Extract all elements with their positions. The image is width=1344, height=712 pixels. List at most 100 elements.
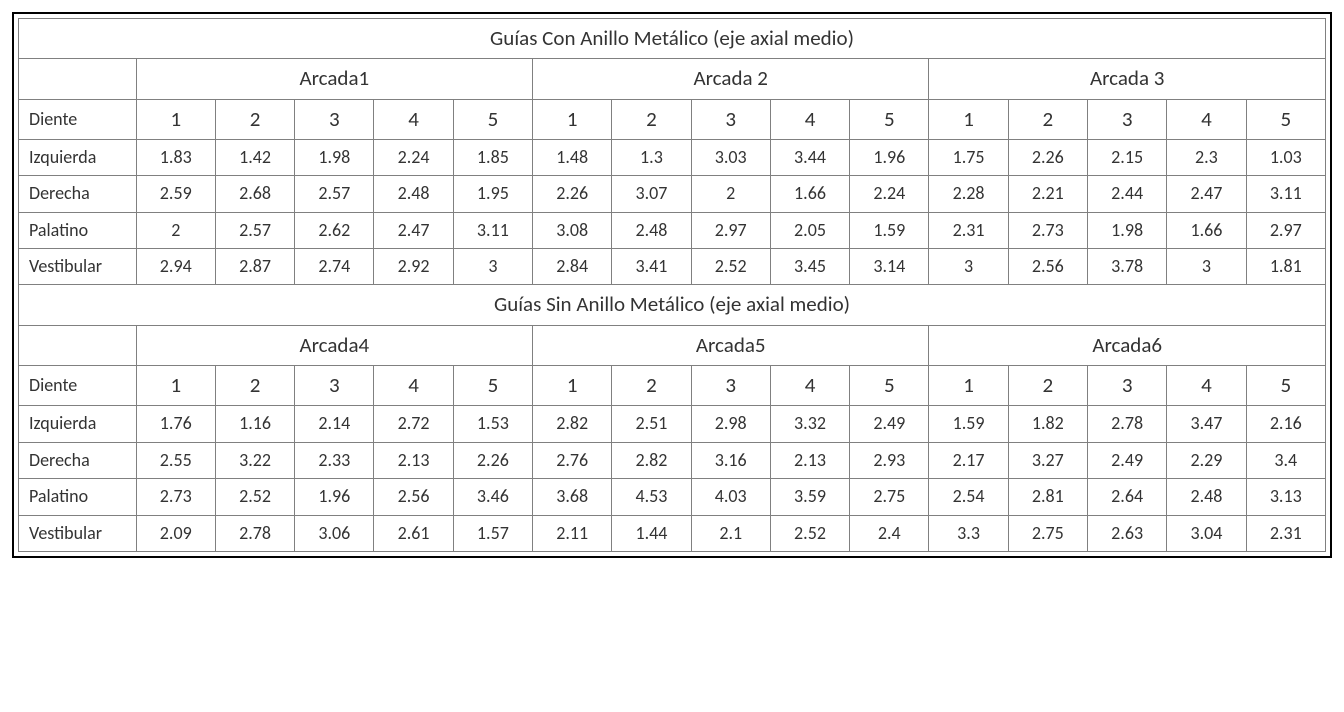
row-label: Derecha [19, 176, 137, 212]
column-number: 1 [533, 99, 612, 139]
row-header-label: Diente [19, 99, 137, 139]
column-number: 2 [1008, 99, 1087, 139]
data-cell: 2.26 [1008, 139, 1087, 175]
data-cell: 2.87 [215, 249, 294, 285]
data-cell: 2.24 [374, 139, 453, 175]
group-header: Arcada5 [533, 325, 929, 365]
data-cell: 2.63 [1088, 515, 1167, 551]
data-cell: 2.49 [1088, 442, 1167, 478]
data-cell: 2.75 [1008, 515, 1087, 551]
data-cell: 2.64 [1088, 479, 1167, 515]
column-number: 4 [770, 366, 849, 406]
column-number: 5 [453, 99, 532, 139]
data-cell: 3.32 [770, 406, 849, 442]
data-cell: 2.68 [215, 176, 294, 212]
data-cell: 2.73 [1008, 212, 1087, 248]
data-cell: 1.42 [215, 139, 294, 175]
data-cell: 3 [453, 249, 532, 285]
data-cell: 2.47 [374, 212, 453, 248]
data-cell: 3.14 [850, 249, 929, 285]
column-number: 4 [1167, 99, 1246, 139]
table-row: Derecha2.553.222.332.132.262.762.823.162… [19, 442, 1326, 478]
empty-cell [19, 59, 137, 99]
data-cell: 3.13 [1246, 479, 1325, 515]
data-cell: 1.81 [1246, 249, 1325, 285]
data-cell: 2.4 [850, 515, 929, 551]
data-cell: 2.52 [215, 479, 294, 515]
data-cell: 2.29 [1167, 442, 1246, 478]
data-cell: 2.54 [929, 479, 1008, 515]
data-cell: 3.06 [295, 515, 374, 551]
data-cell: 2.3 [1167, 139, 1246, 175]
data-cell: 3.46 [453, 479, 532, 515]
data-cell: 2.81 [1008, 479, 1087, 515]
data-cell: 2.47 [1167, 176, 1246, 212]
data-cell: 1.48 [533, 139, 612, 175]
column-number: 2 [612, 366, 691, 406]
data-cell: 2.17 [929, 442, 1008, 478]
data-cell: 2.31 [1246, 515, 1325, 551]
column-number: 2 [1008, 366, 1087, 406]
table-row: Palatino2.732.521.962.563.463.684.534.03… [19, 479, 1326, 515]
data-cell: 4.03 [691, 479, 770, 515]
data-cell: 1.98 [295, 139, 374, 175]
empty-cell [19, 325, 137, 365]
data-cell: 2.33 [295, 442, 374, 478]
column-number: 2 [215, 366, 294, 406]
column-number: 3 [1088, 99, 1167, 139]
section-title: Guías Con Anillo Metálico (eje axial med… [19, 19, 1326, 59]
column-number: 5 [850, 366, 929, 406]
data-cell: 2.16 [1246, 406, 1325, 442]
data-cell: 2.98 [691, 406, 770, 442]
data-cell: 2.13 [374, 442, 453, 478]
data-cell: 2.51 [612, 406, 691, 442]
data-cell: 2.56 [1008, 249, 1087, 285]
data-cell: 3.04 [1167, 515, 1246, 551]
table-container: Guías Con Anillo Metálico (eje axial med… [12, 12, 1332, 558]
data-cell: 3.03 [691, 139, 770, 175]
table-row: Derecha2.592.682.572.481.952.263.0721.66… [19, 176, 1326, 212]
table-row: Izquierda1.761.162.142.721.532.822.512.9… [19, 406, 1326, 442]
data-cell: 2.11 [533, 515, 612, 551]
data-cell: 2.57 [215, 212, 294, 248]
data-cell: 2.76 [533, 442, 612, 478]
data-cell: 1.96 [295, 479, 374, 515]
data-cell: 3.07 [612, 176, 691, 212]
data-cell: 2.82 [612, 442, 691, 478]
data-cell: 2.48 [612, 212, 691, 248]
data-cell: 1.16 [215, 406, 294, 442]
data-cell: 2.97 [1246, 212, 1325, 248]
column-number: 5 [850, 99, 929, 139]
data-cell: 2.1 [691, 515, 770, 551]
row-label: Izquierda [19, 406, 137, 442]
column-number: 4 [1167, 366, 1246, 406]
num-header-row: Diente123451234512345 [19, 366, 1326, 406]
data-cell: 1.59 [850, 212, 929, 248]
data-cell: 3.4 [1246, 442, 1325, 478]
data-cell: 2.93 [850, 442, 929, 478]
data-cell: 2.92 [374, 249, 453, 285]
data-cell: 1.83 [136, 139, 215, 175]
data-cell: 2.78 [1088, 406, 1167, 442]
data-cell: 2.48 [1167, 479, 1246, 515]
data-cell: 3.22 [215, 442, 294, 478]
data-cell: 2.78 [215, 515, 294, 551]
data-cell: 2.28 [929, 176, 1008, 212]
data-cell: 2.97 [691, 212, 770, 248]
data-cell: 2 [691, 176, 770, 212]
data-cell: 2.13 [770, 442, 849, 478]
group-header-row: Arcada4Arcada5Arcada6 [19, 325, 1326, 365]
data-cell: 2.57 [295, 176, 374, 212]
column-number: 5 [1246, 366, 1325, 406]
column-number: 5 [1246, 99, 1325, 139]
data-cell: 3.45 [770, 249, 849, 285]
column-number: 1 [136, 99, 215, 139]
data-cell: 1.98 [1088, 212, 1167, 248]
data-cell: 1.76 [136, 406, 215, 442]
column-number: 1 [929, 366, 1008, 406]
column-number: 2 [215, 99, 294, 139]
data-cell: 2.14 [295, 406, 374, 442]
data-cell: 4.53 [612, 479, 691, 515]
data-cell: 3.44 [770, 139, 849, 175]
data-cell: 3.59 [770, 479, 849, 515]
